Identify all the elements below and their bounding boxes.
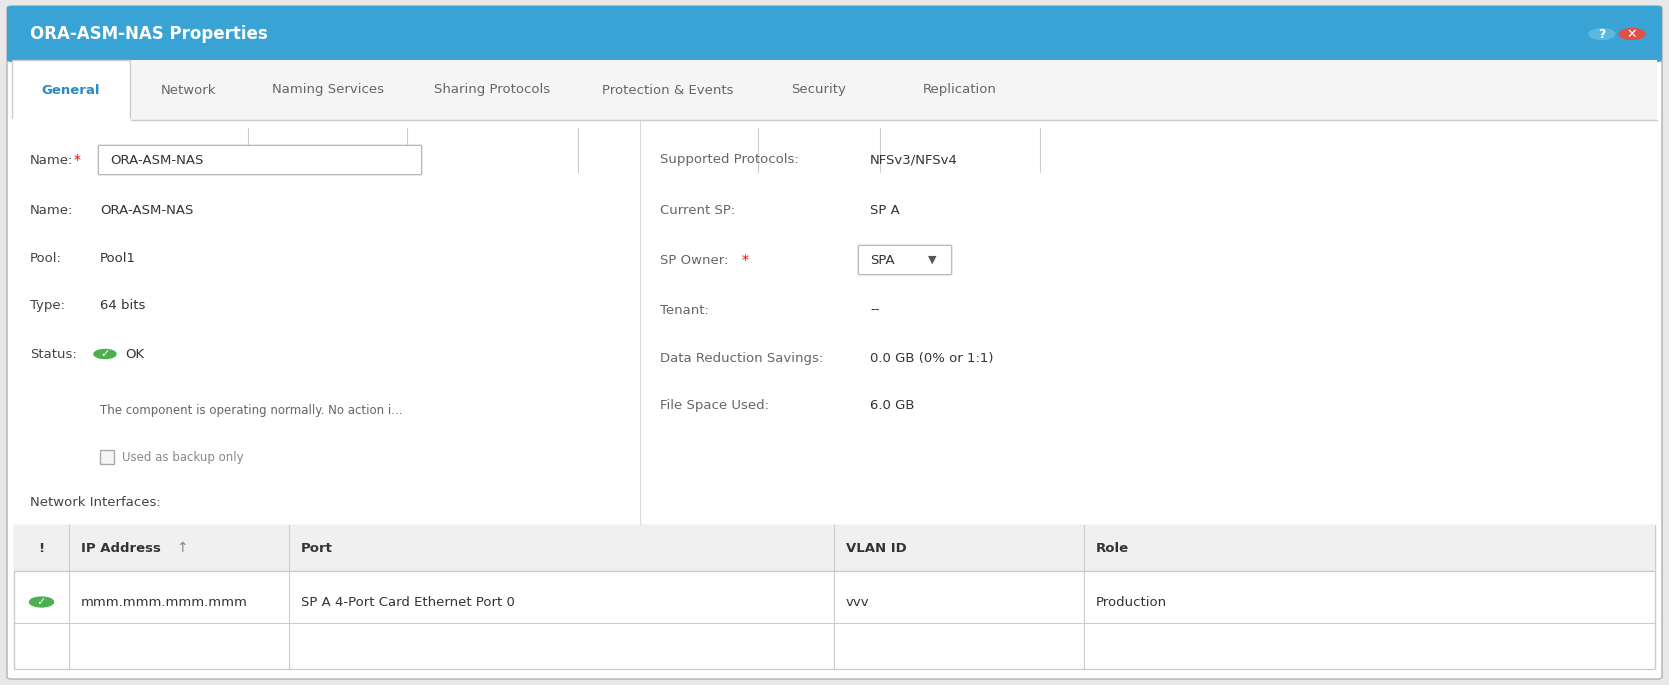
FancyBboxPatch shape bbox=[98, 145, 422, 175]
Text: Tenant:: Tenant: bbox=[659, 303, 709, 316]
Text: ORA-ASM-NAS: ORA-ASM-NAS bbox=[100, 203, 194, 216]
Text: Pool:: Pool: bbox=[30, 251, 62, 264]
Text: SP Owner:: SP Owner: bbox=[659, 253, 728, 266]
Text: NFSv3/NFSv4: NFSv3/NFSv4 bbox=[870, 153, 958, 166]
Text: Sharing Protocols: Sharing Protocols bbox=[434, 84, 551, 97]
Text: vvv: vvv bbox=[846, 595, 870, 608]
Text: SP A 4-Port Card Ethernet Port 0: SP A 4-Port Card Ethernet Port 0 bbox=[300, 595, 514, 608]
Text: Type:: Type: bbox=[30, 299, 65, 312]
Circle shape bbox=[30, 597, 53, 607]
Bar bbox=[12, 60, 1657, 120]
Text: VLAN ID: VLAN ID bbox=[846, 542, 906, 554]
Circle shape bbox=[93, 349, 117, 358]
Bar bbox=[13, 525, 1656, 571]
Text: --: -- bbox=[870, 303, 880, 316]
Text: IP Address: IP Address bbox=[82, 542, 160, 554]
Text: !: ! bbox=[38, 542, 45, 554]
Bar bbox=[100, 450, 113, 464]
Text: mmm.mmm.mmm.mmm: mmm.mmm.mmm.mmm bbox=[82, 595, 249, 608]
Text: Data Reduction Savings:: Data Reduction Savings: bbox=[659, 351, 823, 364]
Bar bbox=[12, 34, 1657, 60]
Text: 64 bits: 64 bits bbox=[100, 299, 145, 312]
Text: 6.0 GB: 6.0 GB bbox=[870, 399, 915, 412]
FancyBboxPatch shape bbox=[7, 6, 1662, 679]
Text: *: * bbox=[743, 253, 749, 267]
Text: OK: OK bbox=[125, 347, 144, 360]
Text: ▼: ▼ bbox=[928, 255, 936, 265]
Text: ↑: ↑ bbox=[175, 541, 187, 555]
Text: Replication: Replication bbox=[923, 84, 996, 97]
Text: SP A: SP A bbox=[870, 203, 900, 216]
Text: SPA: SPA bbox=[870, 253, 895, 266]
Text: Protection & Events: Protection & Events bbox=[603, 84, 734, 97]
Text: ORA-ASM-NAS Properties: ORA-ASM-NAS Properties bbox=[30, 25, 267, 43]
Text: General: General bbox=[42, 84, 100, 97]
Text: ✓: ✓ bbox=[37, 597, 47, 607]
Text: File Space Used:: File Space Used: bbox=[659, 399, 769, 412]
Text: Current SP:: Current SP: bbox=[659, 203, 736, 216]
FancyBboxPatch shape bbox=[7, 6, 1662, 62]
Bar bbox=[13, 525, 1656, 669]
Text: Supported Protocols:: Supported Protocols: bbox=[659, 153, 799, 166]
Text: ✓: ✓ bbox=[100, 349, 110, 359]
Circle shape bbox=[1619, 29, 1646, 39]
Text: *: * bbox=[73, 153, 82, 167]
Text: ✕: ✕ bbox=[1627, 27, 1637, 40]
Text: Production: Production bbox=[1097, 595, 1167, 608]
Text: ?: ? bbox=[1599, 27, 1606, 40]
Text: Status:: Status: bbox=[30, 347, 77, 360]
Text: Pool1: Pool1 bbox=[100, 251, 135, 264]
Text: Used as backup only: Used as backup only bbox=[122, 451, 244, 464]
Bar bbox=[12, 60, 130, 120]
Text: Name:: Name: bbox=[30, 153, 73, 166]
Text: Role: Role bbox=[1097, 542, 1130, 554]
Text: 0.0 GB (0% or 1:1): 0.0 GB (0% or 1:1) bbox=[870, 351, 993, 364]
FancyBboxPatch shape bbox=[858, 245, 951, 275]
Circle shape bbox=[1589, 29, 1616, 39]
Text: ORA-ASM-NAS: ORA-ASM-NAS bbox=[110, 153, 204, 166]
Text: Network: Network bbox=[162, 84, 217, 97]
Text: Port: Port bbox=[300, 542, 332, 554]
Text: Network Interfaces:: Network Interfaces: bbox=[30, 495, 160, 508]
Text: The component is operating normally. No action i...: The component is operating normally. No … bbox=[100, 403, 402, 416]
Text: Naming Services: Naming Services bbox=[272, 84, 384, 97]
Text: Name:: Name: bbox=[30, 203, 73, 216]
Text: Security: Security bbox=[791, 84, 846, 97]
